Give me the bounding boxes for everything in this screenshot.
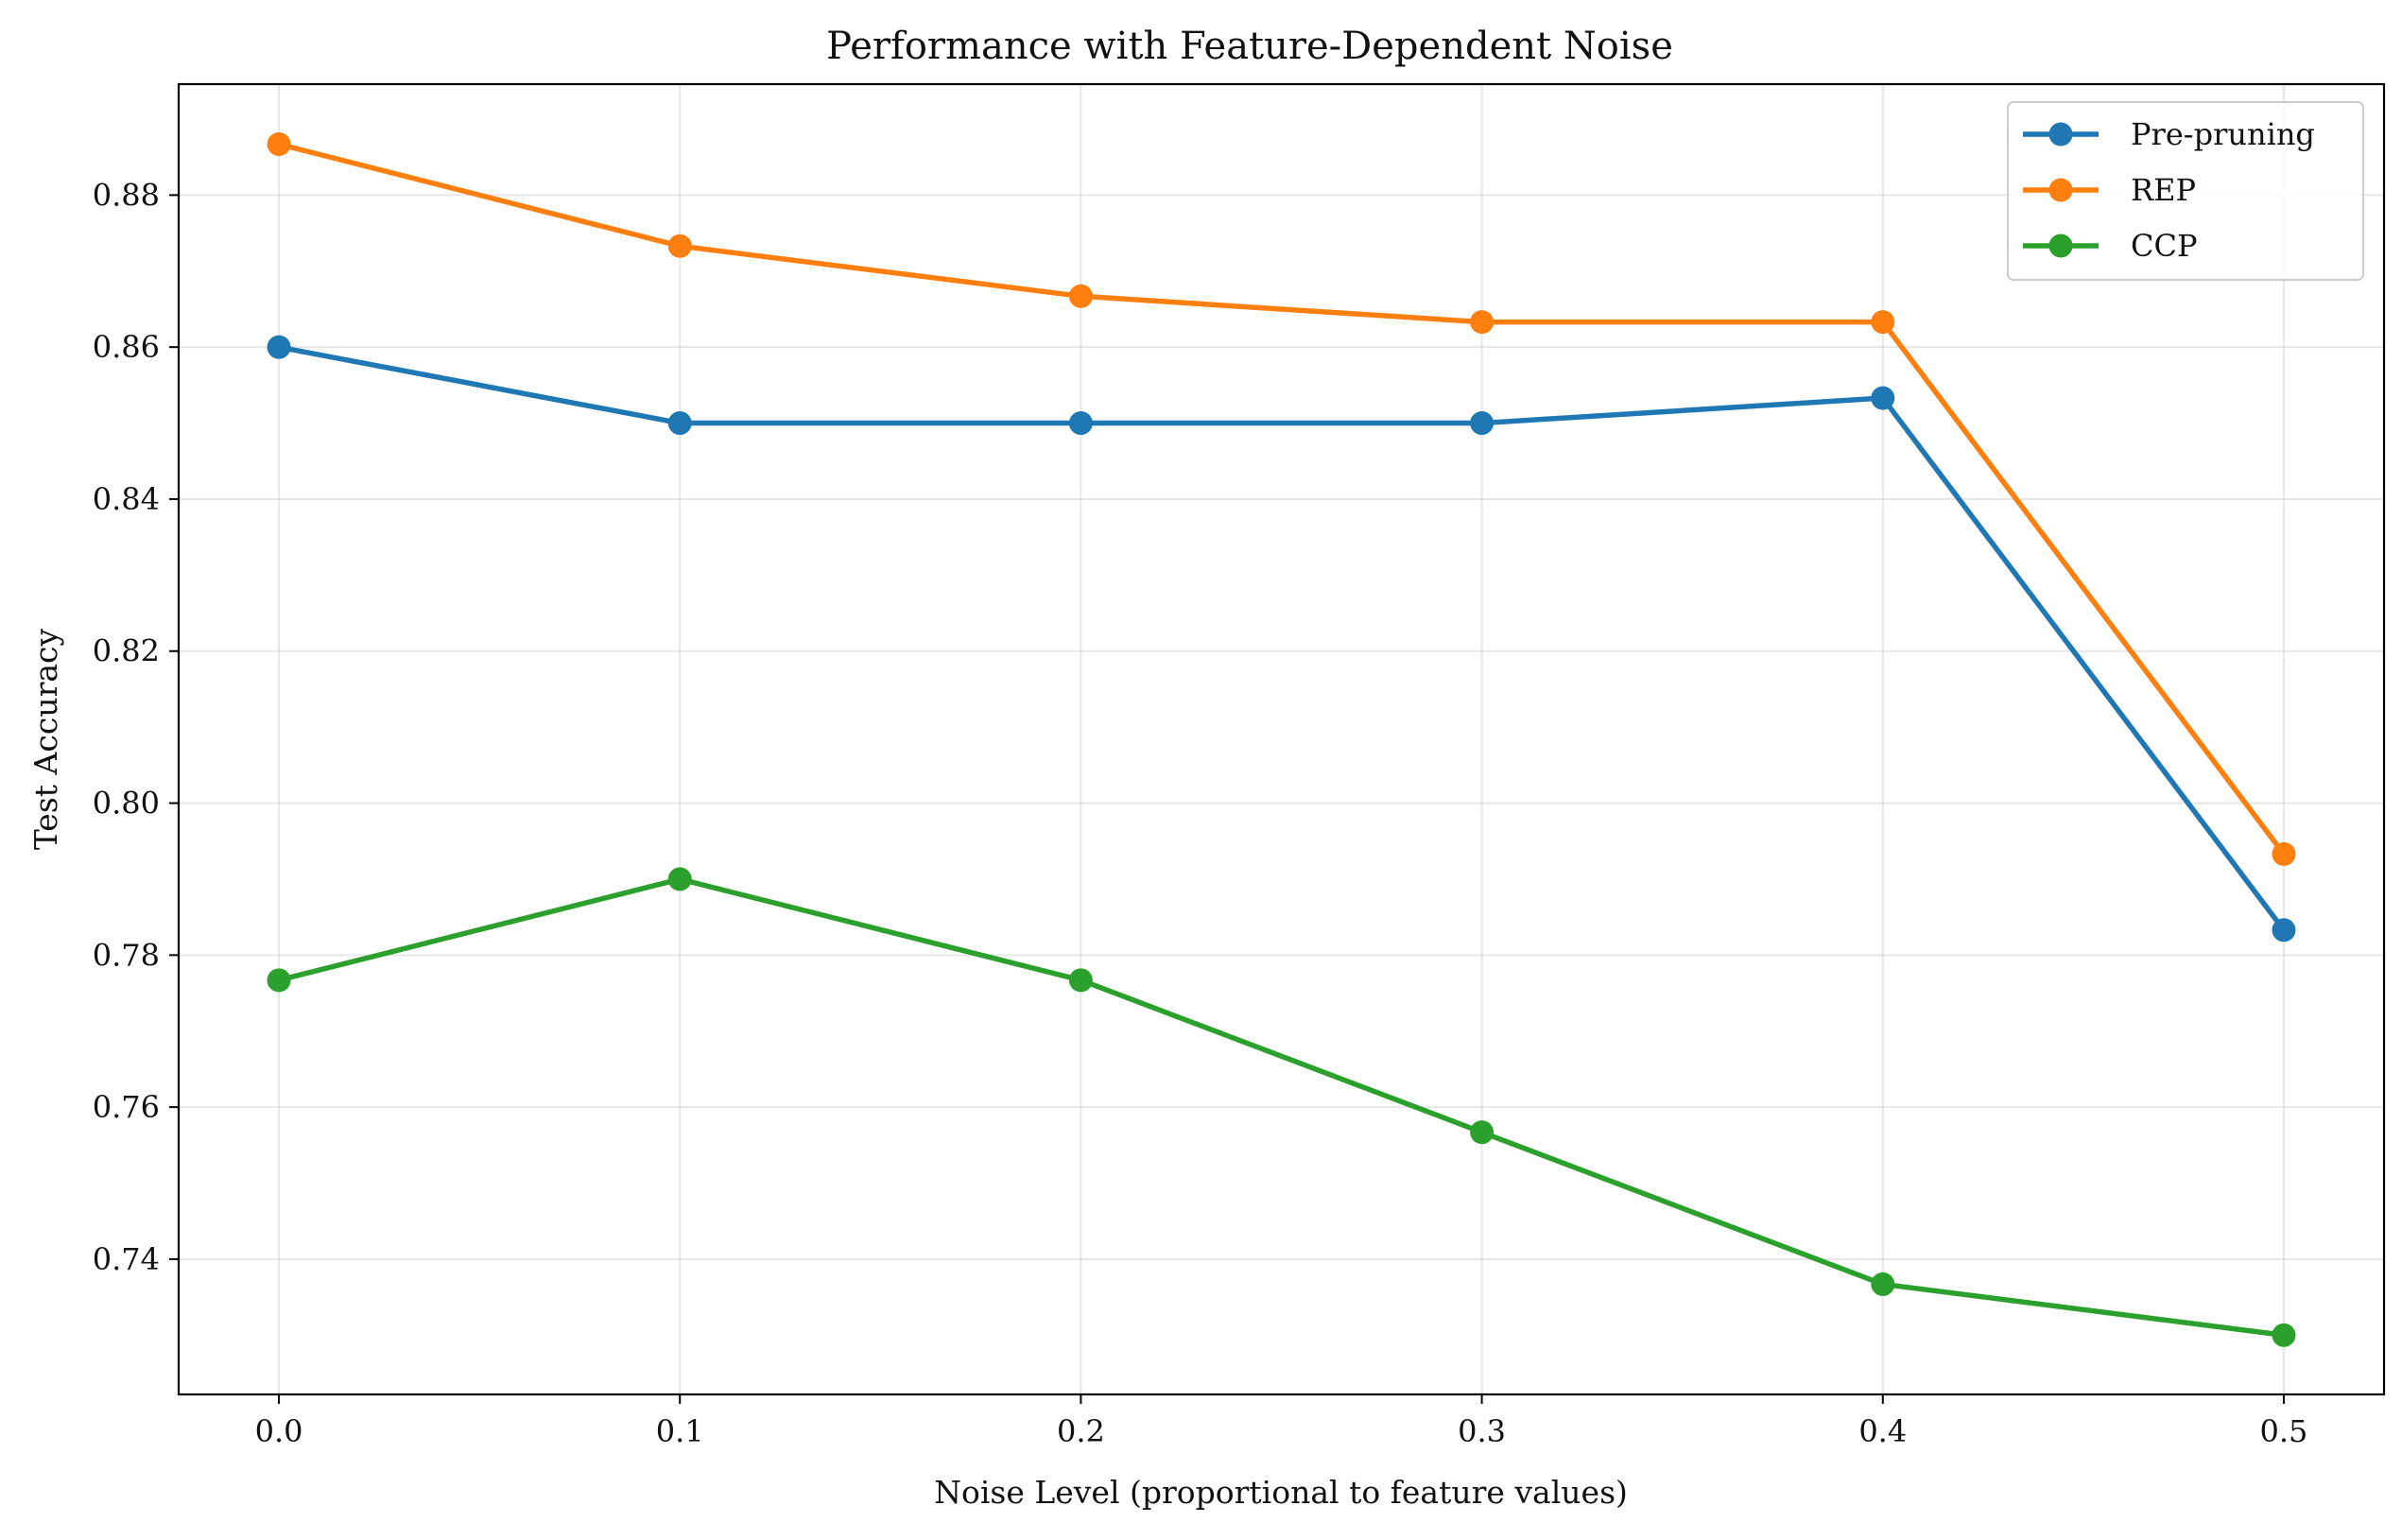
chart-title: Performance with Feature-Dependent Noise — [826, 25, 1673, 68]
data-point — [1871, 386, 1895, 410]
y-tick-label: 0.74 — [93, 1241, 160, 1277]
legend-box — [2007, 101, 2364, 281]
legend-swatch-marker — [2048, 234, 2073, 258]
legend-label: CCP — [2131, 228, 2198, 264]
series-line — [276, 141, 2287, 857]
data-point — [267, 968, 291, 993]
y-tick-label: 0.82 — [93, 633, 160, 669]
legend-item: REP — [2023, 172, 2196, 208]
data-point — [1068, 411, 1093, 436]
legend-swatch-marker — [2048, 122, 2073, 147]
data-point — [267, 335, 291, 359]
legend: Pre-pruning REP CCP — [2007, 101, 2364, 281]
y-tick-label: 0.84 — [93, 481, 160, 517]
data-point — [2272, 918, 2296, 943]
series-ccp — [267, 867, 2296, 1347]
x-tick-label: 0.0 — [255, 1413, 303, 1449]
y-axis-label: Test Accuracy — [27, 629, 64, 851]
legend-swatch-marker — [2048, 178, 2073, 202]
data-point — [2272, 1323, 2296, 1347]
x-tick-label: 0.4 — [1858, 1413, 1907, 1449]
data-point — [667, 234, 692, 258]
x-tick-label: 0.1 — [656, 1413, 704, 1449]
data-point — [1068, 968, 1093, 993]
y-tick-label: 0.88 — [93, 177, 160, 213]
series-pre-pruning — [267, 335, 2296, 943]
series-line — [276, 344, 2287, 933]
data-point — [1470, 1120, 1495, 1145]
x-axis-label: Noise Level (proportional to feature val… — [934, 1474, 1628, 1511]
x-tick-label: 0.2 — [1057, 1413, 1105, 1449]
data-point — [1470, 310, 1495, 335]
plot-area-frame — [177, 82, 2386, 1396]
y-tick-label: 0.80 — [93, 786, 160, 822]
data-point — [1871, 310, 1895, 335]
x-tick-label: 0.5 — [2260, 1413, 2308, 1449]
legend-label: REP — [2131, 172, 2196, 208]
data-point — [667, 411, 692, 436]
y-axis: 0.74 0.76 0.78 0.80 0.82 0.84 0.86 0.88 — [93, 177, 179, 1277]
y-tick-label: 0.76 — [93, 1089, 160, 1125]
legend-label: Pre-pruning — [2131, 116, 2315, 152]
y-tick-label: 0.78 — [93, 937, 160, 973]
data-point — [667, 867, 692, 891]
series-line — [276, 876, 2287, 1339]
series-rep — [267, 132, 2296, 866]
legend-item: CCP — [2023, 228, 2198, 264]
legend-item: Pre-pruning — [2023, 116, 2315, 152]
data-point — [267, 132, 291, 157]
data-point — [1470, 411, 1495, 436]
y-tick-label: 0.86 — [93, 329, 160, 365]
x-tick-label: 0.3 — [1458, 1413, 1506, 1449]
data-point — [2272, 841, 2296, 866]
x-axis: 0.0 0.1 0.2 0.3 0.4 0.5 — [255, 1394, 2308, 1449]
data-point — [1871, 1272, 1895, 1296]
data-point — [1068, 284, 1093, 308]
series-layer — [267, 132, 2296, 1347]
